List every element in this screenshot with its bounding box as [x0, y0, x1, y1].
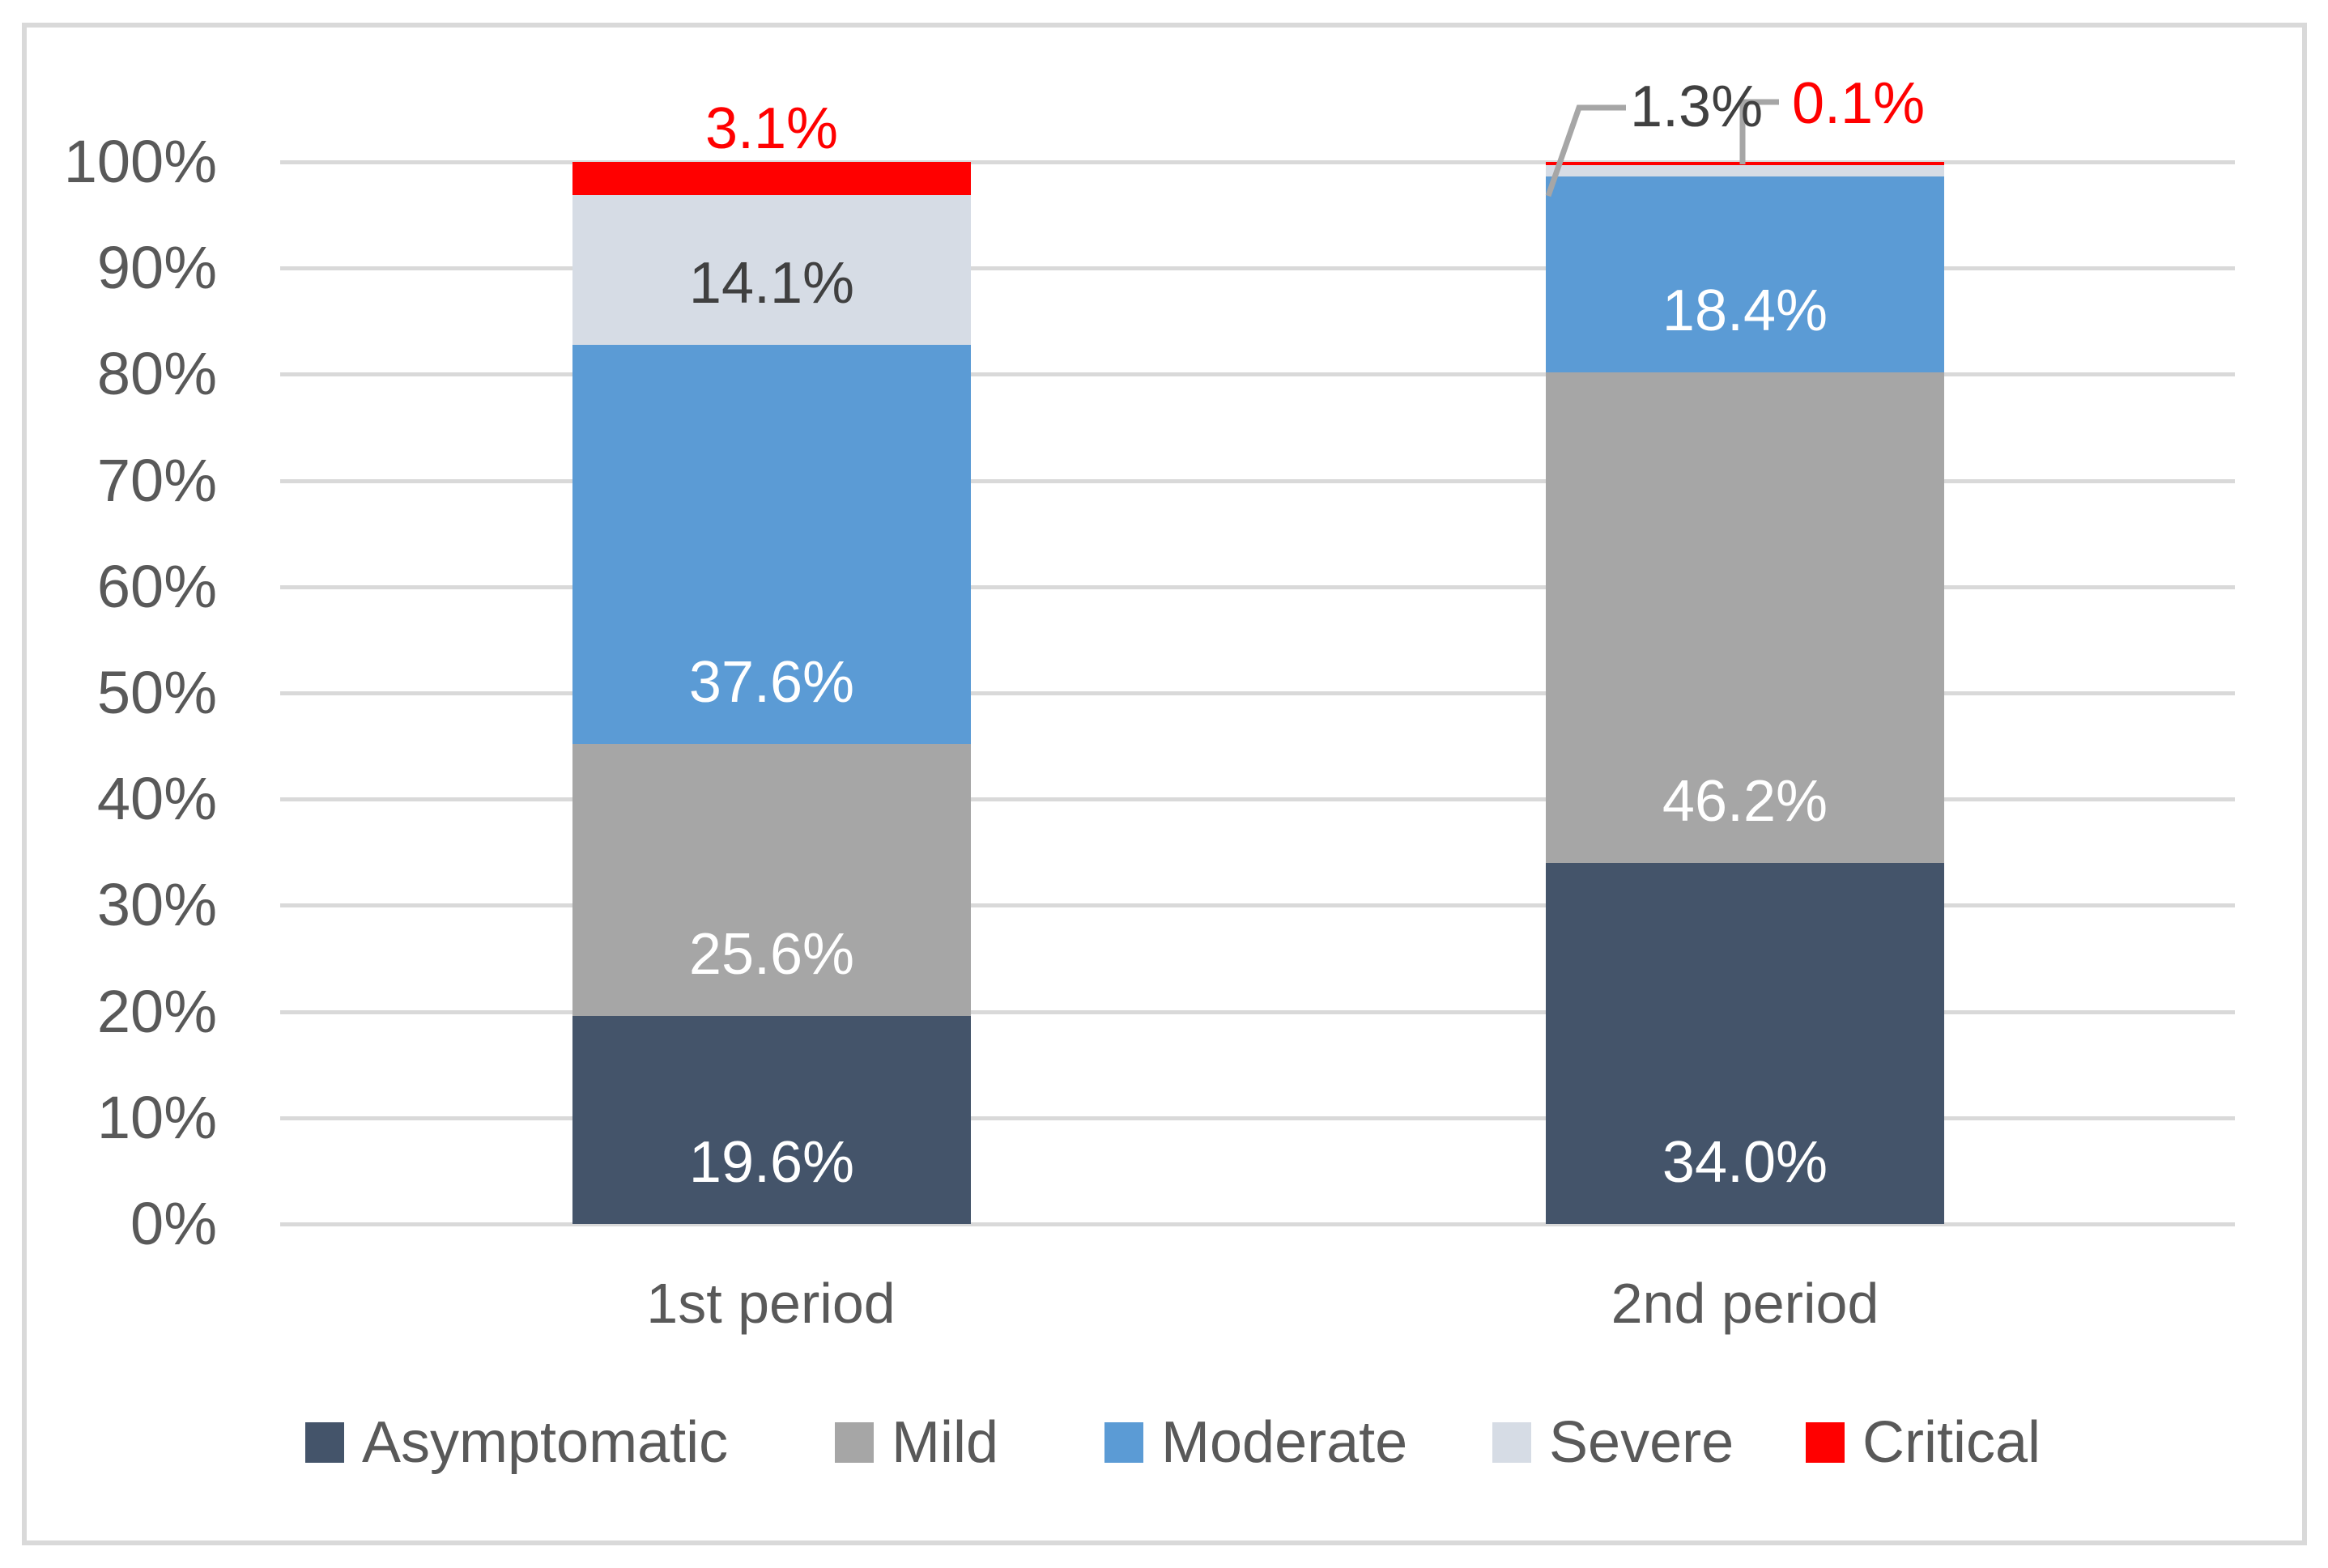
- category-label-2nd-period: 2nd period: [1611, 1272, 1879, 1335]
- callout-label-critical-2nd-period: 0.1%: [1792, 71, 1926, 136]
- bar-segment-moderate-1st-period: [572, 344, 971, 744]
- gridline-100%: [280, 160, 2235, 164]
- legend-label-severe: Severe: [1549, 1410, 1734, 1475]
- bar-segment-mild-1st-period: [572, 743, 971, 1016]
- gridline-50%: [280, 691, 2235, 695]
- data-label-asymptomatic-1st-period: 19.6%: [688, 1130, 855, 1195]
- bar-segment-severe-2nd-period: [1546, 163, 1944, 177]
- legend-item-critical: Critical: [1806, 1413, 2041, 1472]
- legend-label-mild: Mild: [892, 1410, 999, 1475]
- y-tick-label: 50%: [96, 659, 217, 726]
- legend-label-critical: Critical: [1862, 1410, 2041, 1475]
- y-tick-label: 60%: [96, 552, 217, 620]
- legend-swatch-severe-icon: [1492, 1422, 1531, 1463]
- y-tick-label: 70%: [96, 446, 217, 514]
- legend-label-asymptomatic: Asymptomatic: [362, 1410, 729, 1475]
- bar-segment-critical-1st-period: [572, 162, 971, 195]
- legend-item-moderate: Moderate: [1104, 1413, 1407, 1472]
- legend-swatch-asymptomatic-icon: [305, 1422, 344, 1463]
- y-tick-label: 0%: [130, 1190, 217, 1257]
- y-tick-label: 20%: [96, 977, 217, 1045]
- data-label-asymptomatic-2nd-period: 34.0%: [1662, 1130, 1828, 1195]
- gridline-70%: [280, 478, 2235, 483]
- bar-segment-asymptomatic-2nd-period: [1546, 862, 1944, 1224]
- legend-item-mild: Mild: [835, 1413, 998, 1472]
- gridline-30%: [280, 903, 2235, 908]
- bar-segment-critical-2nd-period: [1546, 162, 1944, 165]
- bar-segment-mild-2nd-period: [1546, 372, 1944, 863]
- legend-swatch-mild-icon: [835, 1422, 874, 1463]
- gridline-20%: [280, 1009, 2235, 1014]
- bar-segment-moderate-2nd-period: [1546, 176, 1944, 372]
- gridline-10%: [280, 1115, 2235, 1120]
- legend-label-moderate: Moderate: [1161, 1410, 1408, 1475]
- category-label-1st-period: 1st period: [646, 1272, 896, 1335]
- y-tick-label: 40%: [96, 765, 217, 833]
- gridline-40%: [280, 797, 2235, 802]
- bar-segment-asymptomatic-1st-period: [572, 1015, 971, 1224]
- gridline-0%: [280, 1222, 2235, 1226]
- bar-segment-severe-1st-period: [572, 194, 971, 345]
- data-label-critical-1st-period: 3.1%: [704, 96, 839, 161]
- y-tick-label: 80%: [96, 340, 217, 408]
- gridline-90%: [280, 266, 2235, 271]
- legend-item-severe: Severe: [1492, 1413, 1734, 1472]
- legend-swatch-moderate-icon: [1104, 1422, 1143, 1463]
- data-label-moderate-2nd-period: 18.4%: [1662, 278, 1828, 343]
- data-label-mild-2nd-period: 46.2%: [1662, 768, 1828, 834]
- y-tick-label: 90%: [96, 234, 217, 302]
- y-tick-label: 30%: [96, 871, 217, 939]
- data-label-moderate-1st-period: 37.6%: [688, 649, 855, 715]
- gridline-60%: [280, 584, 2235, 589]
- y-tick-label: 10%: [96, 1083, 217, 1151]
- gridline-80%: [280, 372, 2235, 377]
- y-tick-label: 100%: [63, 128, 217, 195]
- data-label-mild-1st-period: 25.6%: [688, 921, 855, 987]
- callout-label-severe-2nd-period: 1.3%: [1630, 74, 1764, 139]
- data-label-severe-1st-period: 14.1%: [688, 250, 855, 316]
- legend-swatch-critical-icon: [1806, 1422, 1845, 1463]
- legend-item-asymptomatic: Asymptomatic: [305, 1413, 728, 1472]
